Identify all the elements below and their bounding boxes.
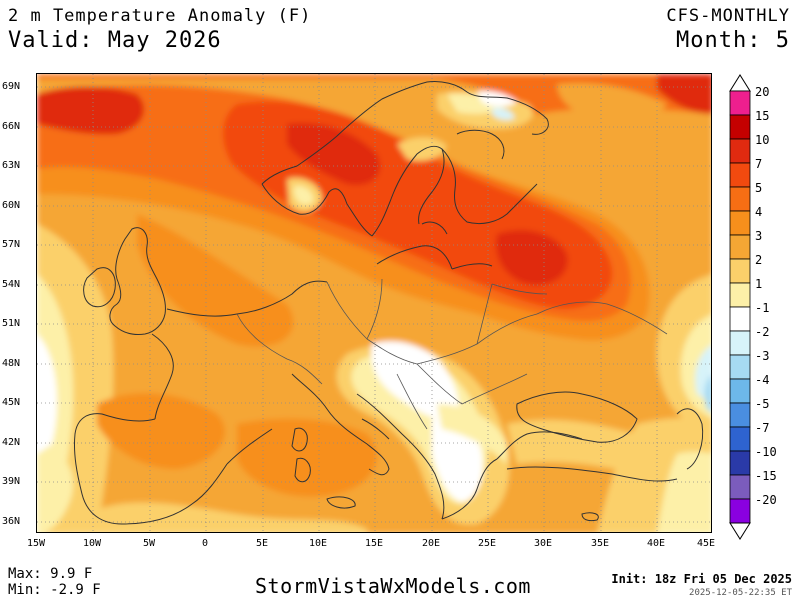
lon-label: 30E — [533, 538, 553, 549]
map-title: 2 m Temperature Anomaly (F) — [8, 6, 312, 26]
legend-swatch — [729, 426, 751, 452]
lat-label: 42N — [2, 437, 21, 448]
min-value: Min: -2.9 F — [8, 582, 101, 598]
legend-label: -4 — [755, 373, 770, 387]
lat-label: 51N — [2, 318, 21, 329]
legend-label: -1 — [755, 301, 770, 315]
lon-label: 25E — [477, 538, 497, 549]
color-legend — [729, 74, 751, 540]
legend-swatch — [729, 306, 751, 332]
legend-swatch — [729, 90, 751, 116]
legend-label: 5 — [755, 181, 763, 195]
legend-label: -10 — [755, 445, 777, 459]
max-value: Max: 9.9 F — [8, 566, 93, 582]
lon-label: 5E — [255, 538, 269, 549]
legend-swatch — [729, 138, 751, 164]
lat-label: 63N — [2, 160, 21, 171]
lon-label: 35E — [590, 538, 610, 549]
timestamp: 2025-12-05-22:35 ET — [689, 588, 792, 598]
legend-bottom-arrow — [729, 522, 751, 540]
legend-swatch — [729, 186, 751, 212]
legend-label: 3 — [755, 229, 763, 243]
legend-swatch — [729, 354, 751, 380]
lon-label: 15W — [26, 538, 46, 549]
legend-label: 2 — [755, 253, 763, 267]
lat-label: 57N — [2, 239, 21, 250]
temperature-anomaly-map — [36, 73, 712, 533]
lat-label: 66N — [2, 121, 21, 132]
map-canvas — [37, 74, 711, 532]
legend-label: -3 — [755, 349, 770, 363]
lon-label: 0 — [201, 538, 209, 549]
lat-label: 36N — [2, 516, 21, 527]
legend-swatch — [729, 210, 751, 236]
legend-swatch — [729, 258, 751, 284]
lat-label: 48N — [2, 358, 21, 369]
lon-label: 40E — [646, 538, 666, 549]
lat-label: 45N — [2, 397, 21, 408]
model-name: CFS-MONTHLY — [666, 6, 790, 26]
legend-swatch — [729, 282, 751, 308]
coastlines — [74, 81, 704, 525]
legend-label: 15 — [755, 109, 770, 123]
legend-swatches — [729, 74, 751, 540]
legend-label: -2 — [755, 325, 770, 339]
legend-swatch — [729, 330, 751, 356]
legend-swatch — [729, 498, 751, 524]
legend-label: -7 — [755, 421, 770, 435]
legend-label: -20 — [755, 493, 777, 507]
lon-label: 10E — [308, 538, 328, 549]
legend-swatch — [729, 378, 751, 404]
legend-swatch — [729, 114, 751, 140]
lat-label: 60N — [2, 200, 21, 211]
lat-label: 69N — [2, 81, 21, 92]
legend-swatch — [729, 234, 751, 260]
legend-swatch — [729, 402, 751, 428]
lon-label: 10W — [82, 538, 102, 549]
forecast-month: Month: 5 — [676, 28, 790, 53]
legend-label: 1 — [755, 277, 763, 291]
legend-label: 10 — [755, 133, 770, 147]
valid-date: Valid: May 2026 — [8, 28, 222, 53]
lat-label: 39N — [2, 476, 21, 487]
lon-label: 45E — [696, 538, 716, 549]
legend-swatch — [729, 162, 751, 188]
legend-top-arrow — [729, 74, 751, 92]
lon-label: 20E — [421, 538, 441, 549]
country-borders — [236, 278, 668, 430]
anomaly-shading — [37, 74, 711, 532]
legend-label: 7 — [755, 157, 763, 171]
legend-label: 4 — [755, 205, 763, 219]
site-name: StormVistaWxModels.com — [255, 574, 531, 598]
legend-swatch — [729, 450, 751, 476]
init-time: Init: 18z Fri 05 Dec 2025 — [611, 572, 792, 586]
lon-label: 5W — [142, 538, 156, 549]
legend-label: -15 — [755, 469, 777, 483]
lon-label: 15E — [364, 538, 384, 549]
lat-label: 54N — [2, 279, 21, 290]
legend-label: 20 — [755, 85, 770, 99]
legend-label: -5 — [755, 397, 770, 411]
legend-swatch — [729, 474, 751, 500]
